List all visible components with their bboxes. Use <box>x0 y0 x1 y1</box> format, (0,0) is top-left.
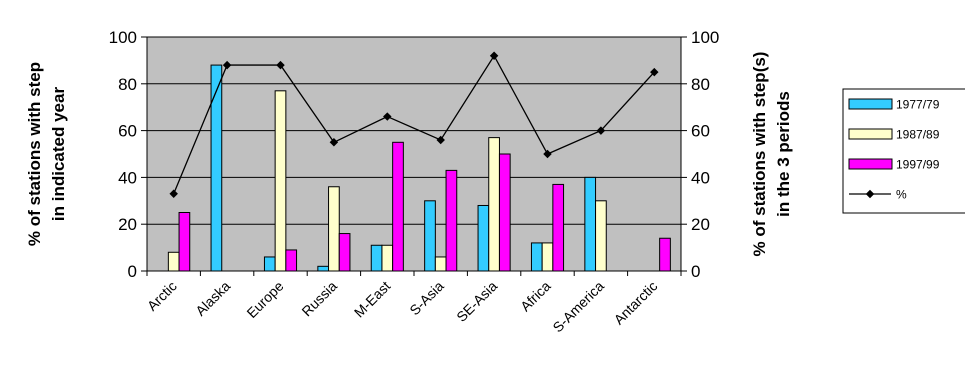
percent-line <box>173 54 655 195</box>
percent-marker-m-east <box>383 112 392 121</box>
y-axis-left-title-line-1: % of stations with step <box>25 62 44 246</box>
percent-marker-se-asia <box>489 51 499 60</box>
legend-label-1997-99: 1997/99 <box>896 158 940 172</box>
x-tick-label-s-asia: S-Asia <box>406 278 447 319</box>
percent-marker-arctic <box>169 189 178 199</box>
bar-se-asia-1987-89 <box>488 137 500 272</box>
bar-s-america-1987-89 <box>595 200 607 272</box>
bar-se-asia-1997-99 <box>498 153 511 272</box>
bar-m-east-1987-89 <box>381 244 394 272</box>
bar-s-america-1977-79 <box>584 176 597 272</box>
x-tick-label-s-america: S-America <box>549 278 607 336</box>
percent-marker-alaska <box>222 60 232 70</box>
bar-m-east-1997-99 <box>392 141 404 272</box>
y-left-tick-label-100: 100 <box>109 28 137 47</box>
x-tick-label-russia: Russia <box>298 278 340 320</box>
x-tick-label-europe: Europe <box>243 278 286 321</box>
bar-europe-1997-99 <box>285 249 298 272</box>
bar-se-asia-1977-79 <box>477 204 490 272</box>
legend-label-1977-79: 1977/79 <box>896 98 940 112</box>
y-axis-left-ticks: 0 20 40 60 80 100 <box>109 28 147 281</box>
bar-s-asia-1987-89 <box>434 256 447 272</box>
bar-russia-1997-99 <box>338 233 351 272</box>
y-right-tick-label-100: 100 <box>691 28 719 47</box>
legend-swatch-1997-99 <box>848 158 893 170</box>
bar-europe-1987-89 <box>274 90 287 272</box>
y-right-tick-label-0: 0 <box>691 262 700 281</box>
y-left-tick-label-0: 0 <box>128 262 137 281</box>
y-left-tick-label-80: 80 <box>118 75 137 94</box>
x-tick-label-arctic: Arctic <box>144 278 180 314</box>
bar-alaska-1977-79 <box>210 64 223 272</box>
y-right-tick-label-80: 80 <box>691 75 710 94</box>
y-left-tick-label-40: 40 <box>118 168 137 187</box>
y-axis-right-title-line-2: in the 3 periods <box>774 91 793 217</box>
y-right-tick-label-60: 60 <box>691 122 710 141</box>
legend-label-percent: % <box>896 188 907 202</box>
legend-swatch-1977-79 <box>848 98 893 110</box>
bar-s-asia-1977-79 <box>424 200 436 272</box>
x-tick-label-se-asia: SE-Asia <box>453 278 500 325</box>
bar-s-asia-1997-99 <box>445 169 458 272</box>
percent-marker-russia <box>329 138 339 147</box>
y-axis-left-title-line-2: in indicated year <box>49 87 68 222</box>
y-left-tick-label-20: 20 <box>118 215 137 234</box>
percent-marker-s-asia <box>436 135 445 145</box>
y-right-tick-label-20: 20 <box>691 215 710 234</box>
y-right-tick-label-40: 40 <box>691 168 710 187</box>
x-axis-ticks: Arctic Alaska Europe Russia M-East S-Asia SE-A… <box>144 271 682 336</box>
bar-africa-1977-79 <box>530 242 543 272</box>
bar-africa-1997-99 <box>552 183 565 272</box>
bar-arctic-1987-89 <box>167 251 180 272</box>
y-axis-right-title-line-1: % of stations with step(s) <box>750 52 769 257</box>
bar-arctic-1997-99 <box>178 212 191 272</box>
bar-europe-1977-79 <box>263 256 276 272</box>
bar-russia-1977-79 <box>317 265 330 272</box>
y-left-tick-label-60: 60 <box>118 122 137 141</box>
legend-box <box>842 88 965 214</box>
legend-swatch-1987-89 <box>848 128 893 140</box>
bar-africa-1987-89 <box>541 242 554 272</box>
bar-m-east-1977-79 <box>370 244 383 272</box>
bar-russia-1987-89 <box>328 186 340 272</box>
legend: 1977/79 1987/89 1997/99 % <box>842 88 965 214</box>
percent-marker-europe <box>276 60 285 70</box>
bar-antarctic-1997-99 <box>659 237 671 272</box>
x-tick-label-alaska: Alaska <box>192 278 233 319</box>
legend-label-1987-89: 1987/89 <box>896 128 940 142</box>
y-axis-right-ticks: 0 20 40 60 80 100 <box>681 28 719 281</box>
x-tick-label-antarctic: Antarctic <box>611 278 661 328</box>
x-tick-label-m-east: M-East <box>351 278 394 321</box>
x-tick-label-africa: Africa <box>517 278 554 315</box>
